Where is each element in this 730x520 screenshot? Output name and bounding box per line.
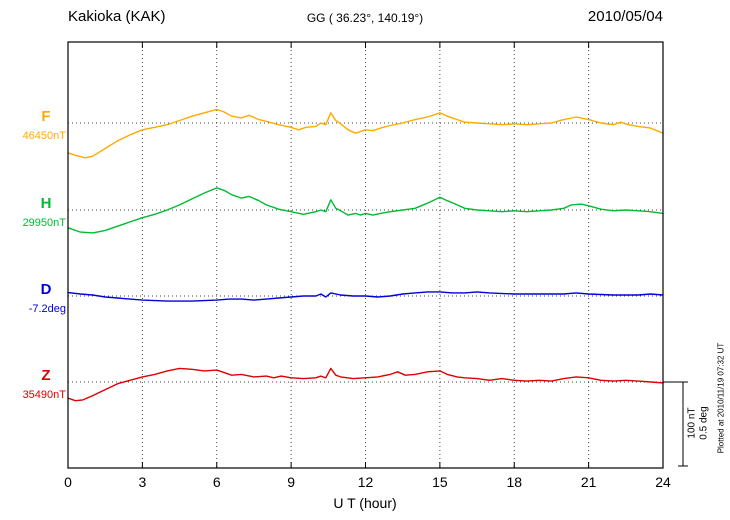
component-label-H: H [40, 195, 52, 212]
trace-Z [67, 367, 664, 402]
x-tick-label: 18 [506, 474, 523, 490]
x-axis-label: U T (hour) [333, 495, 397, 511]
x-tick-label: 12 [357, 474, 374, 490]
trace-D [67, 291, 664, 302]
component-label-F: F [41, 108, 51, 125]
x-tick-label: 3 [138, 474, 147, 490]
plot-date: 2010/05/04 [587, 8, 663, 25]
scale-bar-label-deg: 0.5 deg [698, 406, 710, 440]
x-tick-label: 15 [432, 474, 448, 490]
station-name: Kakioka (KAK) [68, 8, 166, 25]
trace-F [67, 108, 664, 159]
trace-H [67, 187, 664, 234]
x-tick-label: 24 [655, 474, 671, 490]
baseline-value-Z: 35490nT [22, 389, 66, 401]
x-tick-label: 9 [287, 474, 296, 490]
geographic-coordinates: GG ( 36.23°, 140.19°) [306, 11, 424, 25]
plotted-at-note: Plotted at 2010/11/19 07:32 UT [716, 342, 726, 454]
scale-bar-label-nt: 100 nT [686, 407, 698, 439]
x-tick-label: 6 [212, 474, 221, 490]
baseline-value-F: 46450nT [22, 130, 66, 142]
baseline-value-H: 29950nT [22, 217, 66, 229]
component-label-Z: Z [41, 367, 51, 384]
component-label-D: D [40, 281, 52, 298]
plot-frame [67, 41, 664, 469]
baseline-value-D: -7.2deg [28, 303, 66, 315]
x-tick-label: 21 [580, 474, 597, 490]
x-tick-label: 0 [64, 474, 72, 490]
